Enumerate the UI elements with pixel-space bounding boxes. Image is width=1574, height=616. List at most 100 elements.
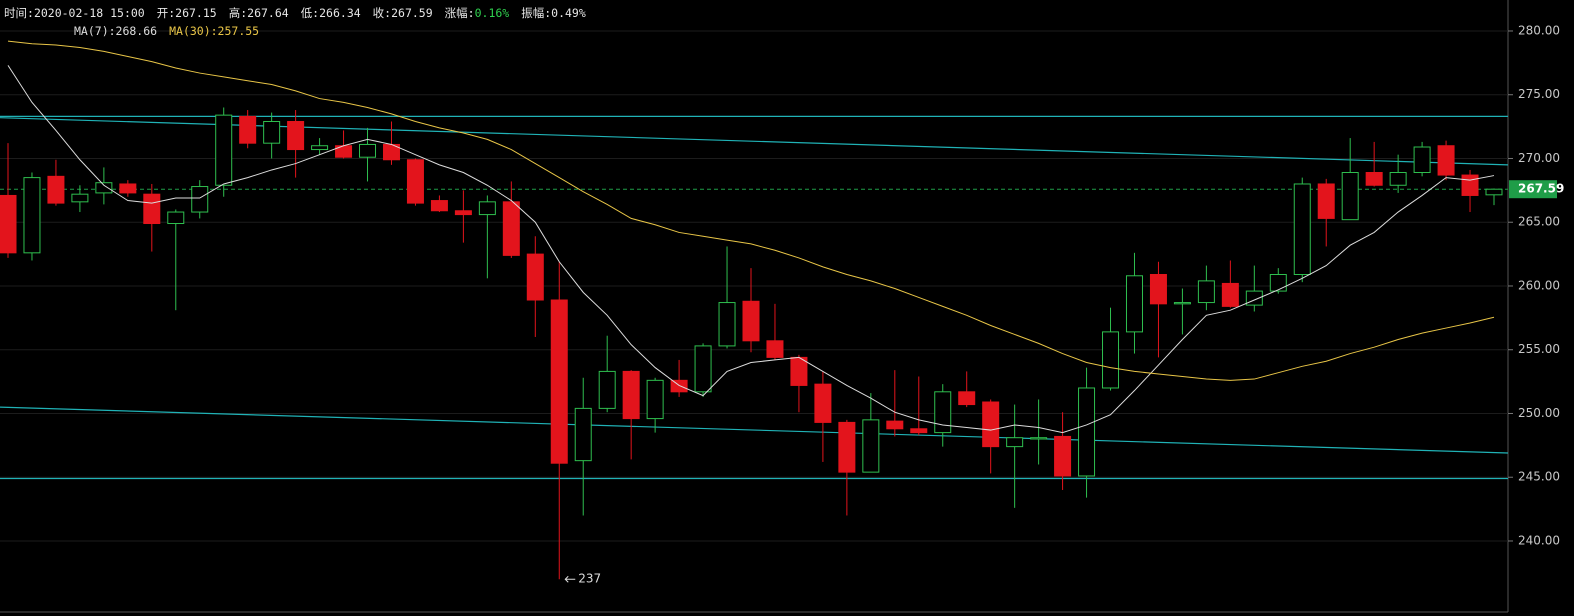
candle-body	[1341, 172, 1359, 221]
candle-body	[1293, 183, 1311, 276]
header-value: 267.15	[175, 6, 217, 20]
candle-body	[1149, 274, 1167, 305]
candle-body	[239, 115, 257, 144]
header-item: 收:267.59	[373, 5, 433, 21]
candle-body	[1389, 172, 1407, 186]
ma-line	[7, 65, 1495, 434]
candle-body	[47, 175, 65, 204]
last-price-box	[1509, 180, 1557, 199]
last-price-label: 267.59	[1518, 182, 1564, 196]
candle-body	[1054, 435, 1072, 477]
candle-body	[814, 383, 832, 423]
candle-body	[862, 419, 880, 473]
candle-body	[1317, 183, 1335, 219]
y-tick-label: 275.00	[1518, 87, 1560, 101]
candle-body	[143, 193, 161, 225]
candle-body	[526, 253, 544, 301]
header-label: 开:	[156, 6, 176, 20]
candle-body	[1078, 387, 1096, 477]
candle-body	[0, 194, 17, 254]
candle-body	[359, 143, 377, 158]
header-value: 2020-02-18 15:00	[33, 6, 145, 20]
header: 时间:2020-02-18 15:00 开:267.15 高:267.64 低:266…	[4, 5, 586, 21]
candle-body	[958, 391, 976, 406]
ma-line	[7, 40, 1495, 381]
candle-body	[478, 201, 496, 216]
candle-body	[1030, 437, 1048, 440]
header-item: 时间:2020-02-18 15:00	[4, 5, 145, 21]
candle-body	[1269, 274, 1287, 292]
candle-body	[838, 421, 856, 473]
legend-entry: MA(7):268.66	[74, 24, 158, 38]
candle-body	[1365, 172, 1383, 186]
y-tick-label: 240.00	[1518, 533, 1560, 547]
trend-line	[0, 406, 1509, 454]
header-value: 0.49%	[551, 6, 586, 20]
candle-body	[646, 379, 664, 420]
candle-body	[790, 356, 808, 386]
candle-body	[1125, 275, 1143, 333]
candle-body	[311, 145, 329, 151]
candle-body	[742, 300, 760, 342]
header-item: 高:267.64	[229, 5, 289, 21]
header-label: 涨幅:	[444, 6, 475, 20]
header-label: 高:	[228, 6, 248, 20]
candle-body	[23, 177, 41, 254]
y-tick-label: 245.00	[1518, 470, 1560, 484]
y-tick-label: 255.00	[1518, 342, 1560, 356]
candle-body	[71, 193, 89, 203]
header-item: 开:267.15	[157, 5, 217, 21]
candle-body	[215, 114, 233, 186]
header-value: 266.34	[319, 6, 361, 20]
candle-body	[430, 200, 448, 212]
candle-body	[167, 211, 185, 225]
candle-body	[502, 201, 520, 256]
header-item: 振幅:0.49%	[521, 5, 586, 21]
header-label: 时间:	[4, 6, 34, 20]
y-tick-label: 265.00	[1518, 215, 1560, 229]
candle-body	[191, 186, 209, 213]
candle-body	[119, 183, 137, 194]
candle-body	[934, 391, 952, 434]
header-value: 0.16%	[474, 6, 510, 20]
header-label: 振幅:	[521, 6, 552, 20]
candle-body	[550, 299, 568, 464]
candle-body	[95, 182, 113, 194]
candle-body	[766, 340, 784, 358]
candle-body	[910, 428, 928, 434]
candle-body	[263, 121, 281, 144]
candle-body	[718, 302, 736, 347]
candle-body	[1485, 188, 1503, 196]
candle-body	[287, 121, 305, 151]
header-item: 低:266.34	[301, 5, 361, 21]
header-label: 收:	[372, 6, 392, 20]
candle-body	[670, 379, 688, 393]
candle-body	[1006, 437, 1024, 448]
candle-body	[886, 420, 904, 430]
header-label: 低:	[300, 6, 320, 20]
candle-body	[1413, 146, 1431, 174]
candle-body	[1102, 331, 1120, 389]
legend: MA(7):268.66 MA(30):257.55	[74, 24, 259, 38]
y-tick-label: 260.00	[1518, 278, 1560, 292]
annotation: 237	[578, 572, 601, 586]
y-tick-label: 280.00	[1518, 23, 1560, 37]
y-tick-label: 270.00	[1518, 151, 1560, 165]
y-tick-label: 250.00	[1518, 406, 1560, 420]
candle-body	[1173, 302, 1191, 305]
legend-entry: MA(30):257.55	[169, 24, 260, 38]
candle-body	[598, 370, 616, 409]
header-value: 267.64	[247, 6, 289, 20]
candle-body	[1437, 145, 1455, 176]
candle-body	[574, 407, 592, 462]
candle-body	[1461, 174, 1479, 196]
header-item: 涨幅:0.16%	[445, 5, 510, 21]
annotation-arrow	[564, 575, 576, 583]
candle-body	[1221, 282, 1239, 307]
header-value: 267.59	[391, 6, 433, 20]
candle-body	[454, 210, 472, 216]
candle-body	[694, 345, 712, 393]
